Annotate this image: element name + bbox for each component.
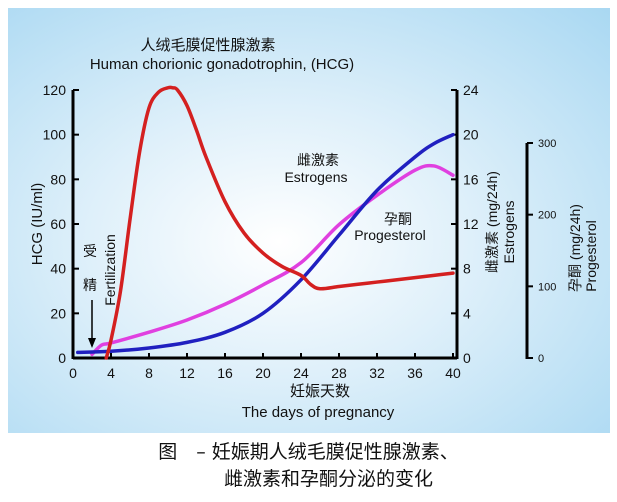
progesterone-axis-label: Progesterol: [583, 220, 599, 292]
progesterone-tick-label: 100: [538, 281, 556, 293]
x-tick-label: 4: [107, 365, 115, 381]
estrogen-tick-label: 4: [463, 305, 471, 321]
progesterone-tick-label: 300: [538, 138, 556, 150]
estrogen-axis-label: Estrogens: [501, 200, 517, 263]
fertilization-label: Fertilization: [102, 234, 118, 306]
left-tick-label: 100: [43, 127, 67, 143]
x-tick-label: 40: [445, 365, 461, 381]
estrogen-tick-label: 20: [463, 127, 479, 143]
progesterone-label: Progesterol: [354, 227, 426, 243]
fertilization-arrowhead-icon: [88, 338, 96, 348]
x-tick-label: 28: [331, 365, 347, 381]
x-tick-label: 12: [179, 365, 195, 381]
xlabel: The days of pregnancy: [242, 404, 395, 421]
x-tick-label: 16: [217, 365, 233, 381]
caption-line-1: 图 – 妊娠期人绒毛膜促性腺激素、: [158, 441, 459, 463]
x-tick-label: 32: [369, 365, 385, 381]
estrogen-tick-label: 24: [463, 82, 479, 98]
title: Human chorionic gonadotrophin, (HCG): [90, 56, 354, 73]
x-tick-label: 24: [293, 365, 309, 381]
progesterone-label-cn: 孕酮: [384, 211, 412, 227]
x-tick-label: 36: [407, 365, 423, 381]
estrogen-axis-label-cn: 雌激素 (mg/24h): [484, 171, 500, 273]
progesterone-axis-label-cn: 孕酮 (mg/24h): [567, 204, 583, 292]
xlabel-cn: 妊娠天数: [290, 383, 350, 400]
estrogen-label: Estrogens: [284, 169, 347, 185]
series-line-hcg: [104, 85, 455, 360]
estrogen-tick-label: 12: [463, 216, 479, 232]
estrogen-label-cn: 雌激素: [297, 152, 339, 168]
fertilization-cn-2: 精: [83, 277, 97, 293]
x-tick-label: 8: [145, 365, 153, 381]
progesterone-tick-label: 0: [538, 353, 544, 365]
left-axis-label: HCG (IU/ml): [29, 183, 46, 266]
progesterone-tick-label: 200: [538, 210, 556, 222]
chart-background: [8, 8, 610, 433]
x-tick-label: 20: [255, 365, 271, 381]
estrogen-tick-label: 16: [463, 171, 479, 187]
x-tick-label: 0: [69, 365, 77, 381]
left-tick-label: 80: [50, 171, 66, 187]
left-tick-label: 40: [50, 261, 66, 277]
caption-line-2: 雌激素和孕酮分泌的变化: [223, 468, 433, 490]
title-cn: 人绒毛膜促性腺激素: [140, 37, 275, 54]
series-line-estrogens: [76, 132, 455, 355]
left-tick-label: 20: [50, 305, 66, 321]
fertilization-cn-1: 受: [83, 243, 97, 259]
estrogen-tick-label: 0: [463, 350, 471, 366]
estrogen-tick-label: 8: [463, 261, 471, 277]
left-tick-label: 60: [50, 216, 66, 232]
left-tick-label: 0: [58, 350, 66, 366]
left-tick-label: 120: [43, 82, 67, 98]
